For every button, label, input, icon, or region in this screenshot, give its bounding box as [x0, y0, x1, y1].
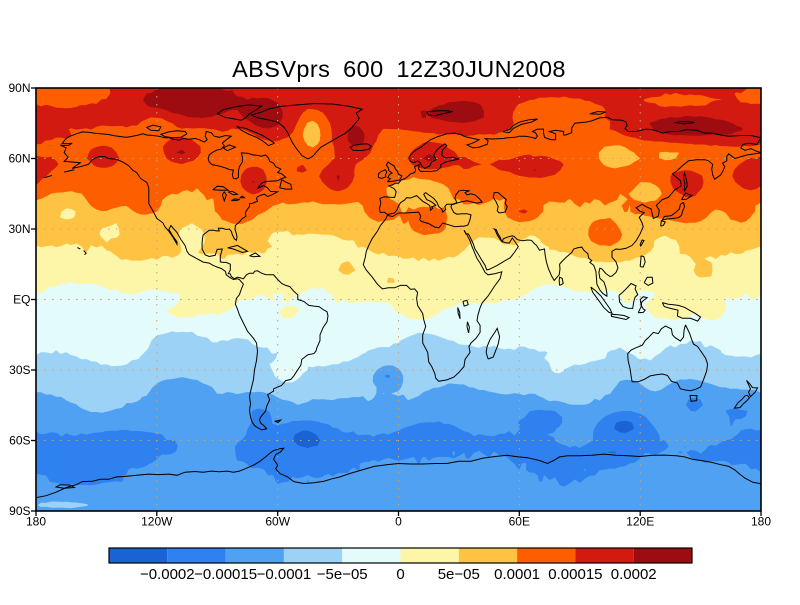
svg-text:EQ: EQ: [13, 293, 30, 307]
svg-text:0.00015: 0.00015: [548, 566, 602, 583]
svg-text:180: 180: [26, 515, 46, 529]
svg-text:60E: 60E: [509, 515, 530, 529]
svg-text:90N: 90N: [8, 81, 30, 95]
svg-text:−5e−05: −5e−05: [317, 566, 368, 583]
svg-text:120E: 120E: [626, 515, 654, 529]
svg-text:120W: 120W: [141, 515, 173, 529]
svg-text:90S: 90S: [9, 504, 30, 518]
svg-text:30N: 30N: [8, 222, 30, 236]
svg-text:0.0002: 0.0002: [611, 566, 657, 583]
svg-text:−0.0002: −0.0002: [140, 566, 195, 583]
svg-text:60N: 60N: [8, 152, 30, 166]
svg-text:−0.0001: −0.0001: [257, 566, 312, 583]
svg-text:ABSVprs 600 12Z30JUN2008: ABSVprs 600 12Z30JUN2008: [232, 56, 566, 82]
svg-text:−0.00015: −0.00015: [194, 566, 257, 583]
svg-text:60S: 60S: [9, 434, 30, 448]
svg-text:5e−05: 5e−05: [438, 566, 480, 583]
svg-text:0: 0: [395, 515, 402, 529]
svg-text:0: 0: [396, 566, 404, 583]
svg-text:60W: 60W: [265, 515, 290, 529]
svg-text:30S: 30S: [9, 363, 30, 377]
svg-text:180: 180: [751, 515, 771, 529]
svg-text:0.0001: 0.0001: [494, 566, 540, 583]
